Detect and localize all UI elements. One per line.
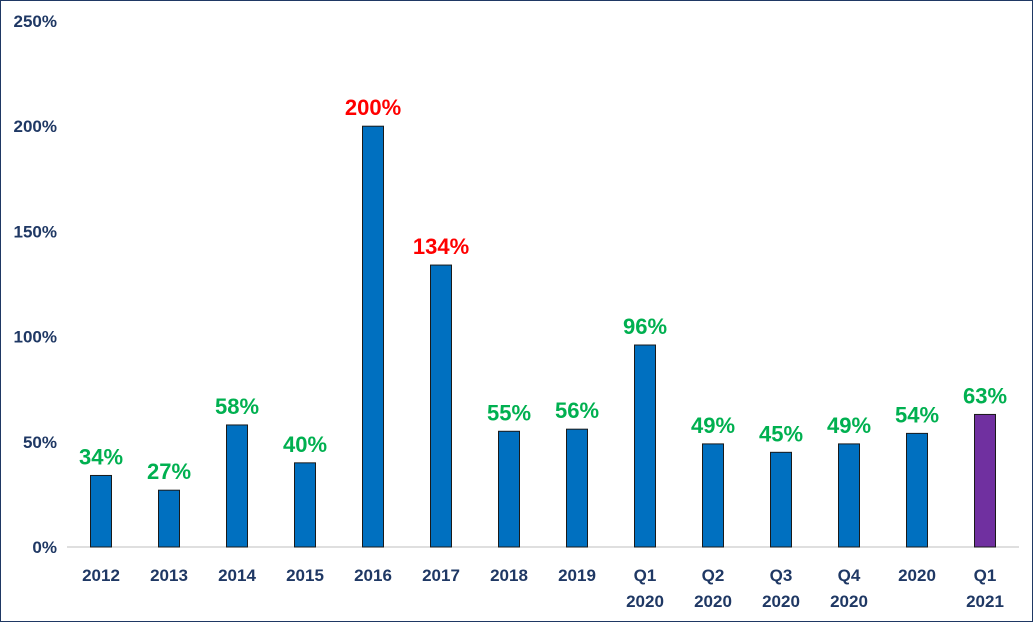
- x-tick-label: Q4 2020: [830, 566, 868, 611]
- data-label: 96%: [623, 314, 667, 339]
- bar: [906, 432, 928, 548]
- x-tick-label: 2019: [558, 566, 596, 585]
- y-tick-label: 150%: [14, 222, 57, 241]
- x-tick-label: Q2 2020: [694, 566, 732, 611]
- x-tick-label: 2016: [354, 566, 392, 585]
- data-label: 27%: [147, 459, 191, 484]
- x-tick-label: 2013: [150, 566, 188, 585]
- bar: [498, 430, 520, 548]
- x-tick-label: Q1 2021: [966, 566, 1004, 611]
- data-label: 134%: [413, 234, 469, 259]
- bar: [566, 428, 588, 548]
- x-tick-label: 2020: [898, 566, 936, 585]
- bar: [90, 474, 112, 548]
- data-label: 63%: [963, 383, 1007, 408]
- bar: [702, 443, 724, 548]
- bar: [158, 489, 180, 548]
- y-tick-label: 0%: [32, 538, 57, 557]
- data-label: 54%: [895, 402, 939, 427]
- bar: [634, 344, 656, 548]
- bar: [838, 443, 860, 548]
- data-labels: 34% 27% 58% 40% 200% 134% 55% 56% 96% 49% 45% 49% 54…: [79, 95, 1007, 484]
- y-tick-labels: 0% 50% 100% 150% 200% 250%: [14, 12, 57, 557]
- y-tick-label: 200%: [14, 117, 57, 136]
- data-label: 56%: [555, 398, 599, 423]
- bar: [430, 264, 452, 548]
- x-tick-label: 2012: [82, 566, 120, 585]
- x-tick-label: Q1 2020: [626, 566, 664, 611]
- x-tick-label: 2017: [422, 566, 460, 585]
- data-label: 34%: [79, 444, 123, 469]
- bar: [974, 413, 996, 548]
- x-tick-label: Q3 2020: [762, 566, 800, 611]
- bar: [226, 424, 248, 548]
- x-tick-label: 2015: [286, 566, 324, 585]
- y-tick-label: 250%: [14, 12, 57, 31]
- data-label: 49%: [827, 413, 871, 438]
- y-tick-label: 50%: [23, 433, 57, 452]
- data-label: 49%: [691, 413, 735, 438]
- data-label: 58%: [215, 394, 259, 419]
- bar: [294, 462, 316, 548]
- x-tick-label: 2018: [490, 566, 528, 585]
- y-tick-label: 100%: [14, 328, 57, 347]
- bars: [90, 125, 996, 548]
- x-tick-labels: 2012 2013 2014 2015 2016 2017 2018 2019 Q1 2020 Q2…: [82, 566, 1004, 611]
- bar: [770, 451, 792, 548]
- x-tick-label: 2014: [218, 566, 256, 585]
- data-label: 55%: [487, 400, 531, 425]
- data-label: 45%: [759, 421, 803, 446]
- data-label: 200%: [345, 95, 401, 120]
- bar: [362, 125, 384, 548]
- data-label: 40%: [283, 432, 327, 457]
